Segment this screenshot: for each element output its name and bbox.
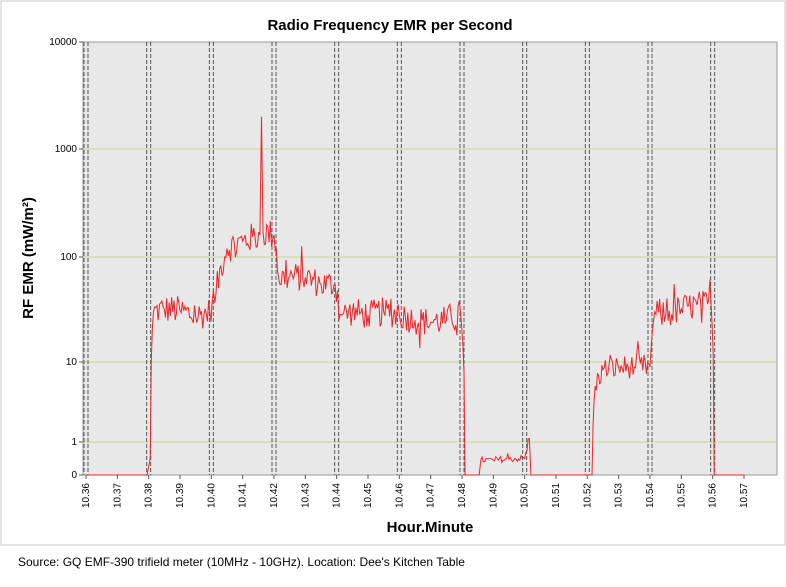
x-tick-label: 10.45	[363, 483, 374, 508]
x-tick-label: 10.42	[269, 483, 280, 508]
x-tick-label: 10.37	[112, 483, 123, 508]
series-layer	[86, 116, 744, 476]
chart-svg: Radio Frequency EMR per Second 0 1 10 100 10…	[0, 0, 786, 546]
x-tick-label: 10.38	[144, 483, 155, 508]
grid-layer	[83, 148, 777, 443]
x-tick-label: 10.40	[206, 483, 217, 508]
y-tick-label: 100	[60, 252, 77, 263]
y-axis-label: RF EMR (mW/m²)	[20, 197, 37, 319]
x-tick-label: 10.57	[739, 483, 750, 508]
x-tick-label: 10.47	[426, 483, 437, 508]
x-tick-label: 10.48	[457, 483, 468, 508]
y-tick-label: 10	[66, 357, 78, 368]
chart-title: Radio Frequency EMR per Second	[267, 17, 512, 34]
y-tick-label: 10000	[49, 37, 77, 48]
chart-border	[0, 0, 786, 546]
x-tick-label: 10.54	[645, 483, 656, 508]
x-tick-label: 10.50	[520, 483, 531, 508]
x-tick-label: 10.41	[238, 483, 249, 508]
x-tick-label: 10.51	[551, 483, 562, 508]
x-tick-label: 10.53	[614, 483, 625, 508]
x-tick-label: 10.52	[582, 483, 593, 508]
plot-area	[82, 41, 778, 476]
vertical-marker-layer	[83, 42, 716, 475]
x-tick-label: 10.36	[81, 483, 92, 508]
series-line	[86, 116, 744, 476]
x-tick-label: 10.49	[488, 483, 499, 508]
source-caption: Source: GQ EMF-390 trifield meter (10MHz…	[18, 555, 465, 569]
y-tick-label: 1000	[55, 144, 78, 155]
x-axis-label: Hour.Minute	[387, 519, 474, 536]
y-tick-label: 1	[71, 437, 77, 448]
y-axis-ticks: 0 1 10 100 1000 10000	[49, 37, 83, 481]
x-axis-ticks: 10.36 10.37 10.38 10.39 10.40 10.41 10.42 10.43…	[81, 475, 750, 508]
x-tick-label: 10.55	[676, 483, 687, 508]
x-tick-label: 10.46	[394, 483, 405, 508]
y-tick-label: 0	[71, 470, 77, 481]
x-tick-label: 10.43	[300, 483, 311, 508]
x-tick-label: 10.56	[708, 483, 719, 508]
x-tick-label: 10.39	[175, 483, 186, 508]
x-tick-label: 10.44	[332, 483, 343, 508]
